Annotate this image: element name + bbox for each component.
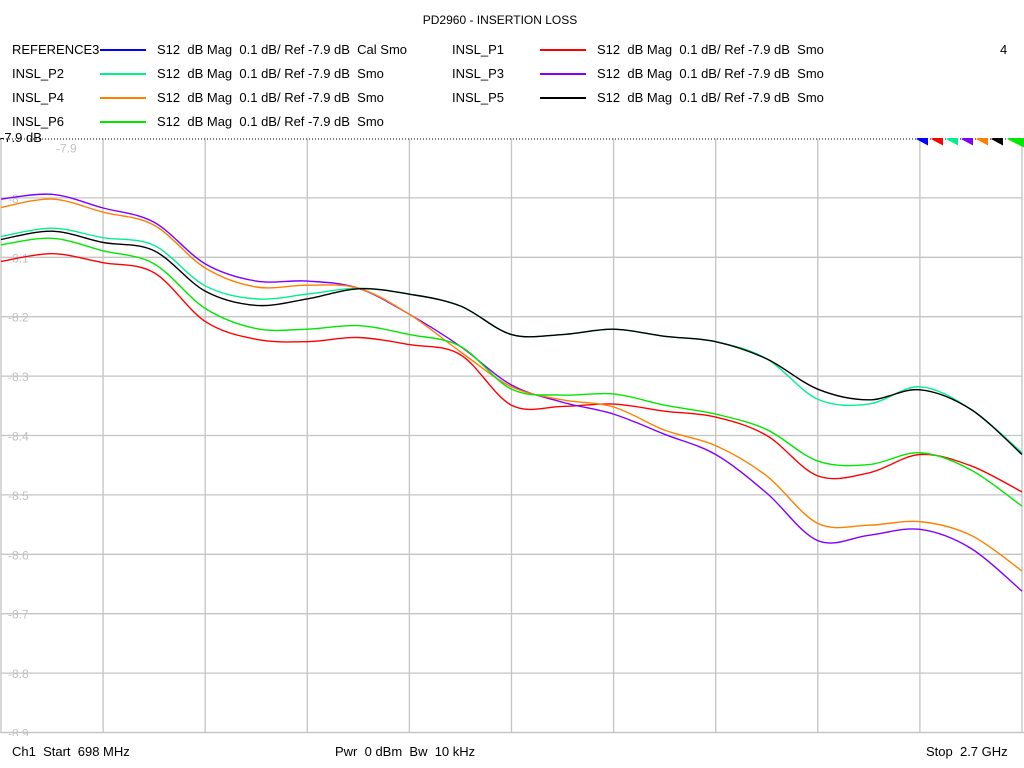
legend-line-insl-p1: [540, 49, 586, 51]
plot-area: -7.9-8-8.1-8.2-8.3-8.4-8.5-8.6-8.7-8.8-8…: [0, 138, 1024, 736]
legend-spec-insl-p4: S12 dB Mag 0.1 dB/ Ref -7.9 dB Smo: [157, 90, 384, 105]
legend-name-insl-p4: INSL_P4: [12, 90, 65, 105]
legend-name-insl-p6: INSL_P6: [12, 114, 65, 129]
legend-spec-insl-p6: S12 dB Mag 0.1 dB/ Ref -7.9 dB Smo: [157, 114, 384, 129]
legend-line-insl-p4: [100, 97, 146, 99]
y-tick-label: -7.9: [56, 142, 77, 156]
y-tick-label: -8.7: [8, 608, 29, 622]
legend-name-reference3: REFERENCE3: [12, 42, 100, 57]
trace-insl-p4: [0, 198, 1023, 572]
trace-insl-p5: [0, 230, 1023, 456]
reference-level-label: -7.9 dB: [0, 130, 42, 145]
legend-name-insl-p1: INSL_P1: [452, 42, 505, 57]
legend-line-reference3: [100, 49, 146, 51]
trace-insl-p6: [0, 237, 1023, 507]
y-tick-label: -8.5: [8, 489, 29, 503]
y-tick-label: -8.6: [8, 548, 29, 562]
legend-line-insl-p6: [100, 121, 146, 123]
legend-spec-insl-p5: S12 dB Mag 0.1 dB/ Ref -7.9 dB Smo: [597, 90, 824, 105]
legend-line-insl-p3: [540, 73, 586, 75]
y-tick-label: -8.2: [8, 311, 29, 325]
reference-marker-insl-p2: [946, 138, 958, 146]
legend-spec-insl-p1: S12 dB Mag 0.1 dB/ Ref -7.9 dB Smo: [597, 42, 824, 57]
y-tick-label: -8: [8, 192, 19, 206]
reference-marker-insl-p5: [991, 138, 1003, 146]
y-tick-label: -8.9: [8, 727, 29, 737]
reference-marker-insl-p4: [976, 138, 988, 146]
reference-marker-insl-p3: [961, 138, 973, 146]
reference-marker-insl-p1: [931, 138, 943, 146]
chart-title: PD2960 - INSERTION LOSS: [422, 13, 578, 27]
legend-name-insl-p2: INSL_P2: [12, 66, 65, 81]
legend-spec-insl-p3: S12 dB Mag 0.1 dB/ Ref -7.9 dB Smo: [597, 66, 824, 81]
reference-marker-reference3: [916, 138, 928, 146]
legend-name-insl-p5: INSL_P5: [452, 90, 505, 105]
reference-marker-insl-p6: [1007, 138, 1024, 148]
trace-insl-p3: [0, 193, 1023, 592]
channel-number: 4: [1000, 42, 1008, 57]
legend-line-insl-p5: [540, 97, 586, 99]
y-tick-label: -8.4: [8, 430, 29, 444]
start-frequency: Ch1 Start 698 MHz: [12, 744, 130, 759]
y-tick-label: -8.8: [8, 667, 29, 681]
legend-spec-insl-p2: S12 dB Mag 0.1 dB/ Ref -7.9 dB Smo: [157, 66, 384, 81]
y-tick-label: -8.3: [8, 370, 29, 384]
power-bandwidth: Pwr 0 dBm Bw 10 kHz: [335, 744, 476, 759]
legend-name-insl-p3: INSL_P3: [452, 66, 505, 81]
trace-insl-p1: [0, 253, 1023, 493]
legend-spec-reference3: S12 dB Mag 0.1 dB/ Ref -7.9 dB Cal Smo: [157, 42, 408, 57]
legend-line-insl-p2: [100, 73, 146, 75]
stop-frequency: Stop 2.7 GHz: [926, 744, 1008, 759]
